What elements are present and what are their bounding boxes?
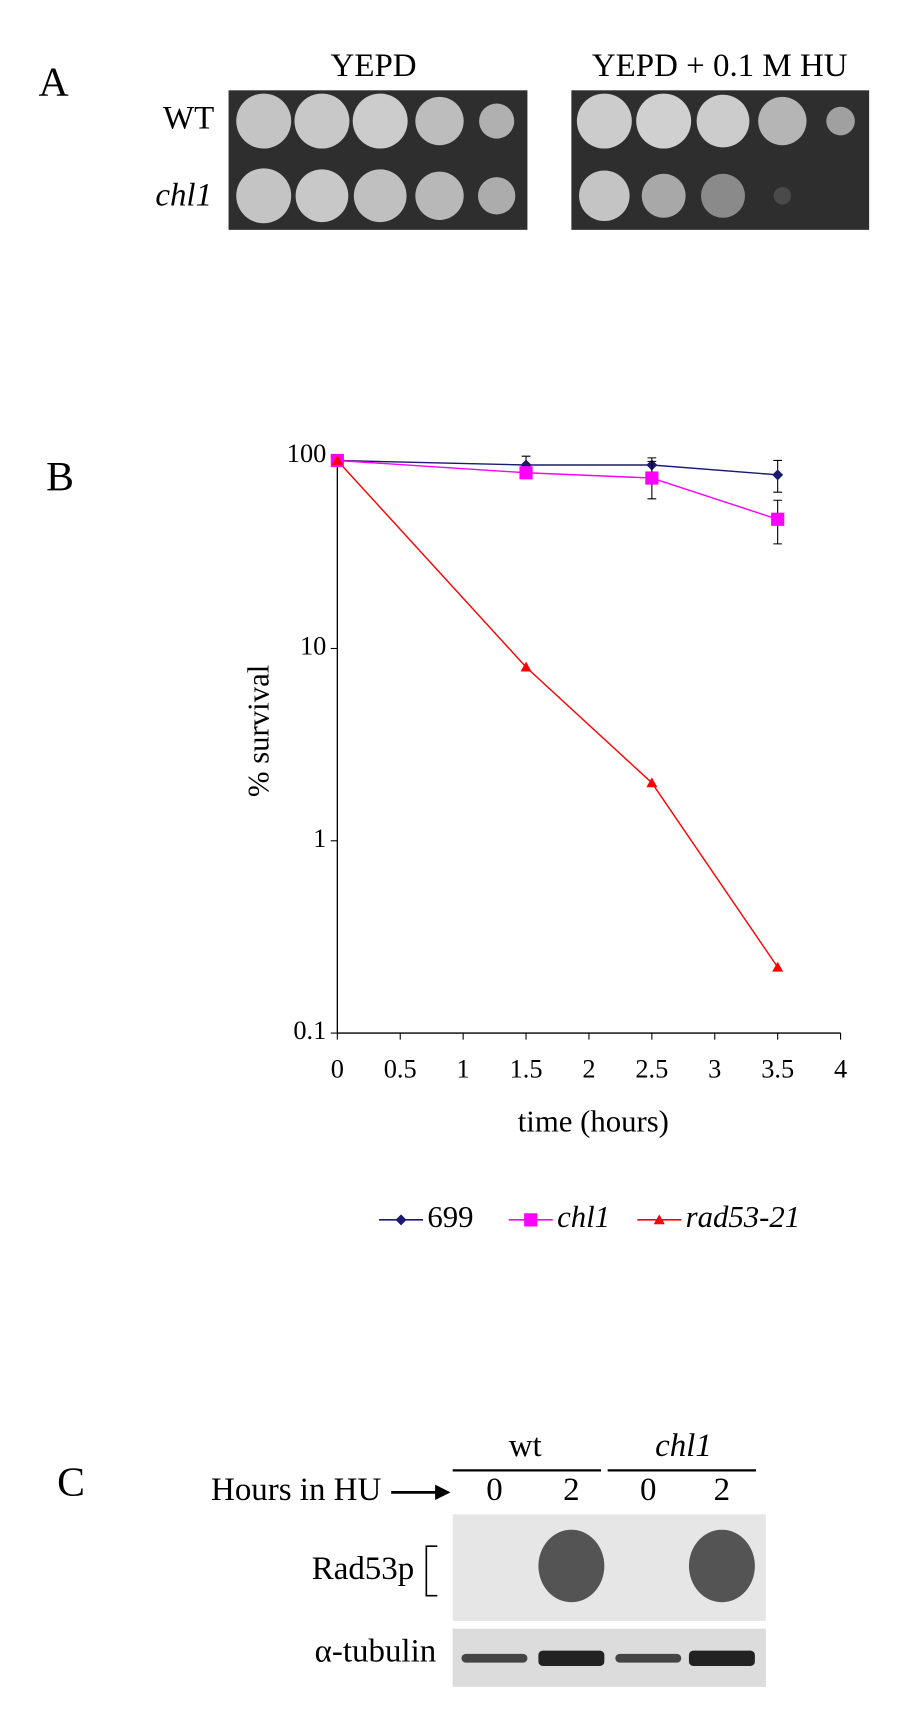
x-tick-label: 1.5: [510, 1055, 543, 1084]
colony-spot: [826, 106, 855, 136]
band: [538, 1650, 605, 1666]
x-tick-label: 3: [708, 1055, 721, 1084]
group-label: chl1: [655, 1428, 712, 1464]
y-tick-label: 0.1: [293, 1016, 326, 1045]
y-axis-label: % survival: [242, 665, 276, 797]
band: [461, 1653, 528, 1663]
panel-b: B time (hours) % survival 0.1 1 10 100 0 0.5 1…: [46, 439, 847, 1234]
band: [615, 1653, 682, 1663]
band: [538, 1529, 605, 1603]
colony-spot: [477, 177, 516, 215]
colony-spot: [773, 186, 792, 205]
group-label: wt: [509, 1428, 542, 1464]
row-label: α-tubulin: [315, 1633, 437, 1669]
marker: [772, 469, 784, 481]
colony-spot: [352, 93, 408, 149]
colony-spot: [294, 93, 350, 149]
hours-label: Hours in HU: [211, 1472, 381, 1508]
series-line: [337, 459, 778, 520]
row-label: chl1: [155, 178, 212, 214]
legend-label: 699: [427, 1200, 473, 1234]
colony-spot: [479, 103, 515, 139]
y-tick-label: 1: [313, 824, 326, 853]
row-label: Rad53p: [312, 1551, 415, 1587]
series-line: [337, 459, 778, 476]
lane-label: 2: [714, 1472, 730, 1508]
panel-label: B: [46, 454, 74, 500]
panel-label: A: [38, 59, 68, 105]
panel-c: C wt chl1 Hours in HU 0 2 0 2 Rad53p α-t…: [57, 1428, 766, 1687]
colony-spot: [579, 170, 630, 222]
colony-spot: [295, 169, 349, 223]
panel-a: A YEPD YEPD + 0.1 M HU WT chl1: [38, 48, 870, 230]
colony-spot: [701, 173, 745, 218]
lane-label: 0: [640, 1472, 656, 1508]
row-label: WT: [163, 101, 214, 137]
band: [688, 1650, 755, 1666]
marker: [645, 471, 659, 485]
x-tick-label: 3.5: [761, 1055, 794, 1084]
x-tick-label: 0: [331, 1055, 344, 1084]
legend-marker: [395, 1214, 407, 1226]
legend-label: rad53-21: [686, 1200, 800, 1234]
band: [688, 1529, 755, 1603]
plate-title: YEPD: [331, 48, 417, 84]
x-tick-label: 2.5: [635, 1055, 668, 1084]
lane-label: 2: [563, 1472, 579, 1508]
marker: [520, 661, 532, 672]
x-tick-label: 2: [582, 1055, 595, 1084]
panel-label: C: [57, 1459, 85, 1505]
legend-marker: [653, 1214, 665, 1225]
x-axis-label: time (hours): [518, 1104, 669, 1138]
colony-spot: [641, 173, 686, 218]
marker: [772, 961, 784, 972]
plate-title: YEPD + 0.1 M HU: [592, 48, 848, 84]
x-tick-label: 1: [457, 1055, 470, 1084]
marker: [646, 777, 658, 788]
lane-label: 0: [486, 1472, 502, 1508]
x-tick-label: 4: [834, 1055, 847, 1084]
marker: [771, 512, 785, 526]
marker: [331, 454, 343, 465]
y-tick-label: 100: [287, 439, 327, 468]
colony-spot: [415, 171, 464, 220]
marker: [519, 466, 533, 480]
colony-spot: [415, 96, 464, 146]
colony-spot: [636, 93, 692, 149]
colony-spot: [236, 93, 292, 149]
colony-spot: [696, 94, 750, 148]
legend-label: chl1: [557, 1200, 610, 1234]
series-line: [336, 460, 779, 968]
colony-spot: [758, 96, 807, 146]
colony-spot: [236, 168, 292, 224]
bracket: [425, 1545, 438, 1597]
arrow-head: [435, 1484, 451, 1501]
legend-marker: [524, 1213, 538, 1227]
x-tick-label: 0.5: [384, 1055, 417, 1084]
y-tick-label: 10: [300, 632, 326, 661]
colony-spot: [353, 169, 407, 223]
colony-spot: [576, 93, 632, 149]
